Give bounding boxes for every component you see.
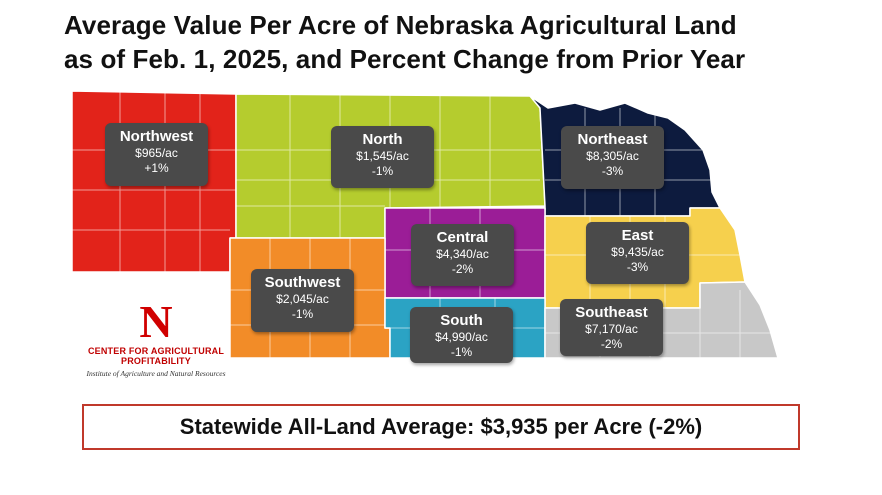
region-value: $9,435/ac [611, 245, 664, 259]
center-logo: N CENTER FOR AGRICULTURAL PROFITABILITY … [66, 296, 246, 379]
region-name: Northwest [119, 128, 194, 145]
title-line-2: as of Feb. 1, 2025, and Percent Change f… [64, 44, 746, 74]
nebraska-n-logo-icon: N [139, 296, 173, 347]
region-change: +1% [144, 161, 169, 175]
label-north: North $1,545/ac -1% [331, 126, 434, 188]
region-change: -3% [626, 260, 649, 274]
region-name: North [362, 131, 403, 148]
logo-subtitle: Institute of Agriculture and Natural Res… [86, 369, 226, 378]
region-value: $4,340/ac [436, 247, 489, 261]
label-southwest: Southwest $2,045/ac -1% [251, 269, 354, 332]
region-value: $965/ac [135, 146, 178, 160]
region-name: Southwest [264, 274, 341, 291]
label-northeast: Northeast $8,305/ac -3% [561, 126, 664, 189]
region-value: $8,305/ac [586, 149, 639, 163]
region-name: South [440, 312, 483, 329]
region-change: -1% [371, 164, 394, 178]
region-change: -1% [450, 345, 473, 359]
label-south: South $4,990/ac -1% [410, 307, 513, 363]
region-name: Northeast [577, 131, 648, 148]
region-value: $7,170/ac [585, 322, 638, 336]
region-name: Southeast [575, 304, 648, 321]
statewide-average: Statewide All-Land Average: $3,935 per A… [82, 404, 800, 450]
region-change: -2% [600, 337, 623, 351]
map-title: Average Value Per Acre of Nebraska Agric… [64, 8, 854, 76]
label-northwest: Northwest $965/ac +1% [105, 123, 208, 186]
logo-name: CENTER FOR AGRICULTURAL PROFITABILITY [87, 346, 225, 366]
label-southeast: Southeast $7,170/ac -2% [560, 299, 663, 356]
region-change: -1% [291, 307, 314, 321]
region-change: -3% [601, 164, 624, 178]
region-change: -2% [451, 262, 474, 276]
label-central: Central $4,340/ac -2% [411, 224, 514, 286]
region-value: $4,990/ac [435, 330, 488, 344]
region-value: $1,545/ac [356, 149, 409, 163]
label-east: East $9,435/ac -3% [586, 222, 689, 284]
region-value: $2,045/ac [276, 292, 329, 306]
region-name: Central [436, 229, 489, 246]
title-line-1: Average Value Per Acre of Nebraska Agric… [64, 10, 737, 40]
region-name: East [621, 227, 654, 244]
